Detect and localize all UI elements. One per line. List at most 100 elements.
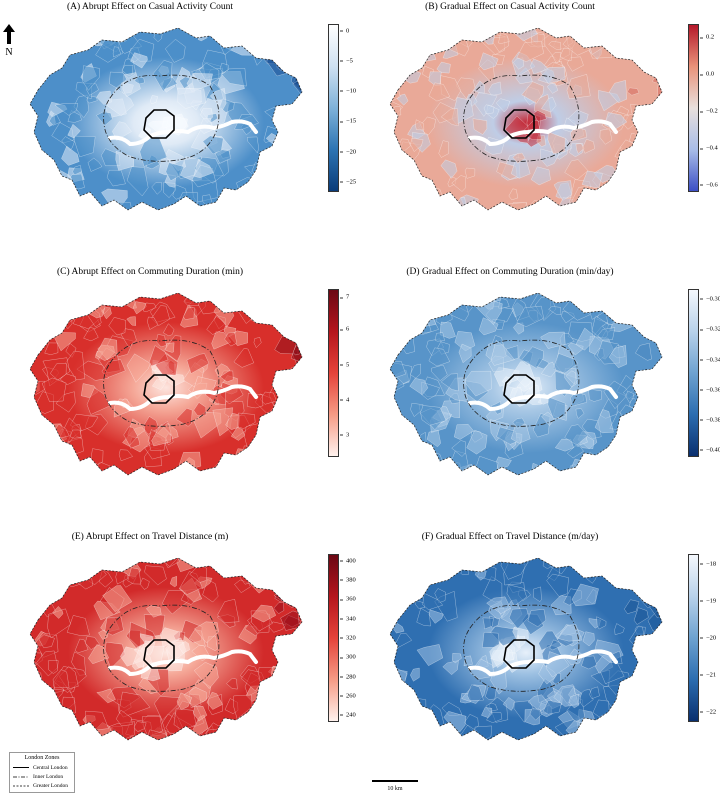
colorbar-tick-label: −0.30 — [700, 296, 720, 303]
north-label: N — [5, 47, 13, 58]
map-panel-d: (D) Gradual Effect on Commuting Duration… — [360, 265, 720, 527]
inner-london-boundary — [463, 604, 580, 692]
colorbar-tick-label: 380 — [340, 577, 356, 584]
choropleth-map — [29, 557, 303, 741]
greater-london-area — [390, 28, 662, 210]
legend-title: London Zones — [24, 755, 60, 761]
colorbar-ticks: 0.2 0.0 −0.2 −0.4 −0.6 — [700, 24, 720, 192]
legend-swatch — [13, 767, 29, 768]
inner-london-boundary — [463, 74, 580, 162]
colorbar-tick-label: −0.2 — [700, 108, 718, 115]
scale-bar: 10 km — [372, 780, 418, 792]
colorbar — [328, 554, 339, 722]
colorbar-tick-label: −5 — [340, 57, 353, 64]
colorbar-tick-label: −19 — [700, 598, 716, 605]
choropleth-map — [389, 292, 663, 476]
colorbar-tick-label: 3 — [340, 432, 349, 439]
colorbar-tick-label: −21 — [700, 671, 716, 678]
colorbar — [688, 24, 699, 192]
colorbar-tick-label: 260 — [340, 692, 356, 699]
colorbar-tick-label: −0.40 — [700, 447, 720, 454]
thames-river — [108, 384, 258, 412]
central-london-boundary — [503, 639, 535, 669]
colorbar-tick-label: −0.32 — [700, 326, 720, 333]
ward-cells — [390, 293, 662, 475]
panel-title: (E) Abrupt Effect on Travel Distance (m) — [71, 532, 229, 542]
panel-title: (D) Gradual Effect on Commuting Duration… — [406, 267, 614, 277]
central-london-boundary — [143, 639, 175, 669]
greater-london-boundary — [29, 557, 303, 741]
greater-london-boundary — [29, 292, 303, 476]
thames-river — [468, 119, 618, 147]
colorbar — [688, 289, 699, 457]
colorbar-tick-label: 7 — [340, 294, 349, 301]
inner-london-boundary — [103, 74, 220, 162]
inner-london-boundary — [463, 339, 580, 427]
map-panel-a: (A) Abrupt Effect on Casual Activity Cou… — [0, 0, 360, 262]
central-london-boundary — [143, 109, 175, 139]
inner-london-boundary — [103, 339, 220, 427]
colorbar-tick-label: 400 — [340, 557, 356, 564]
colorbar-tick-label: 0.2 — [700, 34, 714, 41]
choropleth-map — [389, 557, 663, 741]
colorbar-tick-label: 5 — [340, 361, 349, 368]
map-panel-f: (F) Gradual Effect on Travel Distance (m… — [360, 530, 720, 792]
colorbar-ticks: 0 −5 −10 −15 −20 −25 — [340, 24, 370, 192]
legend-label: Central London — [33, 764, 68, 771]
greater-london-boundary — [29, 27, 303, 211]
map-panel-b: (B) Gradual Effect on Casual Activity Co… — [360, 0, 720, 262]
central-london-boundary — [503, 109, 535, 139]
legend-item-inner: Inner London — [13, 772, 71, 781]
inner-london-boundary — [103, 604, 220, 692]
panel-title: (A) Abrupt Effect on Casual Activity Cou… — [66, 2, 234, 12]
greater-london-boundary — [389, 292, 663, 476]
colorbar-tick-label: 340 — [340, 615, 356, 622]
legend-label: Inner London — [33, 773, 64, 780]
colorbar-ticks: 7 6 5 4 3 — [340, 289, 370, 457]
choropleth-map — [29, 292, 303, 476]
thames-river — [468, 649, 618, 677]
zones-legend: London Zones Central London Inner London… — [9, 752, 75, 793]
map-panel-c: (C) Abrupt Effect on Commuting Duration … — [0, 265, 360, 527]
colorbar-tick-label: −22 — [700, 708, 716, 715]
north-arrow: N — [2, 24, 16, 58]
colorbar — [328, 289, 339, 457]
colorbar-tick-label: −0.38 — [700, 417, 720, 424]
central-london-boundary — [143, 374, 175, 404]
scale-bar-line — [372, 780, 418, 782]
north-arrow-icon — [3, 24, 15, 44]
thames-river — [108, 119, 258, 147]
legend-label: Greater London — [33, 782, 68, 789]
choropleth-map — [29, 27, 303, 211]
colorbar-ticks: 400 380 360 340 320 300 280 260 240 — [340, 554, 370, 722]
panel-title: (C) Abrupt Effect on Commuting Duration … — [56, 267, 244, 277]
panel-title: (B) Gradual Effect on Casual Activity Co… — [425, 2, 595, 12]
colorbar-tick-label: 240 — [340, 712, 356, 719]
colorbar-tick-label: 320 — [340, 635, 356, 642]
colorbar-tick-label: −0.36 — [700, 386, 720, 393]
colorbar-tick-label: 6 — [340, 326, 349, 333]
central-london-boundary — [503, 374, 535, 404]
scale-bar-label: 10 km — [387, 786, 403, 792]
colorbar-tick-label: −10 — [340, 88, 356, 95]
legend-swatch — [13, 776, 29, 777]
colorbar-tick-label: −25 — [340, 178, 356, 185]
panel-title: (F) Gradual Effect on Travel Distance (m… — [421, 532, 599, 542]
colorbar-tick-label: −0.6 — [700, 182, 718, 189]
colorbar — [688, 554, 699, 722]
greater-london-boundary — [389, 557, 663, 741]
colorbar-tick-label: −20 — [340, 148, 356, 155]
colorbar-tick-label: 280 — [340, 673, 356, 680]
colorbar-tick-label: −0.34 — [700, 356, 720, 363]
colorbar-tick-label: −15 — [340, 118, 356, 125]
colorbar-ticks: −18 −19 −20 −21 −22 — [700, 554, 720, 722]
colorbar-tick-label: 4 — [340, 396, 349, 403]
thames-river — [108, 649, 258, 677]
legend-swatch — [13, 785, 29, 786]
colorbar-ticks: −0.30 −0.32 −0.34 −0.36 −0.38 −0.40 — [700, 289, 720, 457]
colorbar-tick-label: −0.4 — [700, 145, 718, 152]
choropleth-map — [389, 27, 663, 211]
map-panel-e: (E) Abrupt Effect on Travel Distance (m)… — [0, 530, 360, 792]
colorbar — [328, 24, 339, 192]
legend-item-central: Central London — [13, 763, 71, 772]
